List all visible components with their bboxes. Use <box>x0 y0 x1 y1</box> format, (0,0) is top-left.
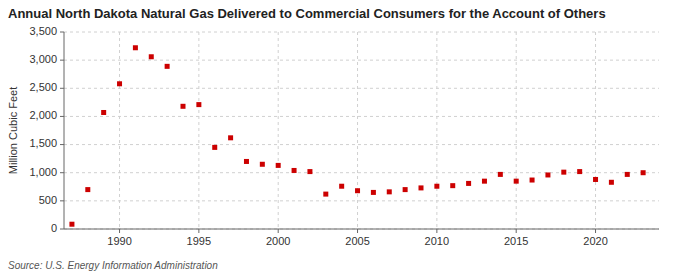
point <box>419 185 424 190</box>
tick-mark <box>60 144 64 145</box>
point <box>387 189 392 194</box>
grid-line <box>64 172 659 173</box>
annotation: Source: U.S. Energy Information Administ… <box>8 260 218 271</box>
point <box>434 184 439 189</box>
grid-line <box>436 32 437 229</box>
point <box>609 180 614 185</box>
point <box>117 81 122 86</box>
chart: 0 500 1,000 1,500 2,000 2,500 3,000 3,500 1990 19… <box>0 0 675 275</box>
tick-label: 2020 <box>583 235 607 247</box>
point <box>593 177 598 182</box>
point <box>641 170 646 175</box>
point <box>323 192 328 197</box>
point <box>577 169 582 174</box>
tick-mark <box>60 229 64 230</box>
tick-mark <box>357 229 358 233</box>
tick-mark <box>60 32 64 33</box>
grid-line <box>64 32 659 33</box>
tick-label: 1990 <box>107 235 131 247</box>
points <box>69 45 645 226</box>
grid-line <box>64 144 659 145</box>
tick-label: 2,500 <box>29 81 57 93</box>
point <box>292 168 297 173</box>
x-axis-line <box>64 229 659 230</box>
tick-mark <box>60 172 64 173</box>
y-axis-label: Million Cubic Feet <box>7 87 19 174</box>
point <box>228 135 233 140</box>
point <box>498 172 503 177</box>
point <box>482 179 487 184</box>
y-axis-line <box>64 32 65 229</box>
grid-line <box>64 116 659 117</box>
point <box>149 54 154 59</box>
grid-line <box>357 32 358 229</box>
tick-label: 2,000 <box>29 109 57 121</box>
tick-mark <box>60 116 64 117</box>
grid-line <box>64 229 659 230</box>
tick-label: 0 <box>51 222 57 234</box>
point <box>133 45 138 50</box>
tick-label: 1995 <box>187 235 211 247</box>
tick-mark <box>198 229 199 233</box>
tick-mark <box>278 229 279 233</box>
grid-line <box>516 32 517 229</box>
point <box>307 169 312 174</box>
point <box>276 163 281 168</box>
tick-label: 2010 <box>425 235 449 247</box>
grid-line <box>64 88 659 89</box>
point <box>625 172 630 177</box>
point <box>339 184 344 189</box>
tick-label: 500 <box>39 194 57 206</box>
grid-line <box>198 32 199 229</box>
point <box>244 159 249 164</box>
point <box>355 188 360 193</box>
point <box>545 172 550 177</box>
point <box>450 183 455 188</box>
tick-label: 2015 <box>504 235 528 247</box>
grid-line <box>64 200 659 201</box>
tick-mark <box>516 229 517 233</box>
axes: 0 500 1,000 1,500 2,000 2,500 3,000 3,500 1990 19… <box>29 25 659 247</box>
point <box>85 187 90 192</box>
grid-line <box>64 60 659 61</box>
tick-label: 1,500 <box>29 137 57 149</box>
tick-label: 2000 <box>266 235 290 247</box>
tick-mark <box>60 60 64 61</box>
point <box>260 162 265 167</box>
point <box>181 104 186 109</box>
point <box>196 102 201 107</box>
point <box>514 179 519 184</box>
title: Annual North Dakota Natural Gas Delivere… <box>8 6 606 21</box>
tick-label: 3,500 <box>29 25 57 37</box>
grid-line <box>595 32 596 229</box>
tick-mark <box>436 229 437 233</box>
grid-line <box>278 32 279 229</box>
point <box>165 64 170 69</box>
tick-label: 2005 <box>345 235 369 247</box>
point <box>530 178 535 183</box>
grid <box>64 32 659 229</box>
point <box>212 145 217 150</box>
point <box>371 190 376 195</box>
grid-line <box>119 32 120 229</box>
tick-label: 3,000 <box>29 53 57 65</box>
tick-mark <box>119 229 120 233</box>
tick-mark <box>595 229 596 233</box>
tick-label: 1,000 <box>29 166 57 178</box>
point <box>69 222 74 227</box>
point <box>561 170 566 175</box>
point <box>466 181 471 186</box>
tick-mark <box>60 88 64 89</box>
point <box>101 110 106 115</box>
tick-mark <box>60 200 64 201</box>
point <box>403 187 408 192</box>
